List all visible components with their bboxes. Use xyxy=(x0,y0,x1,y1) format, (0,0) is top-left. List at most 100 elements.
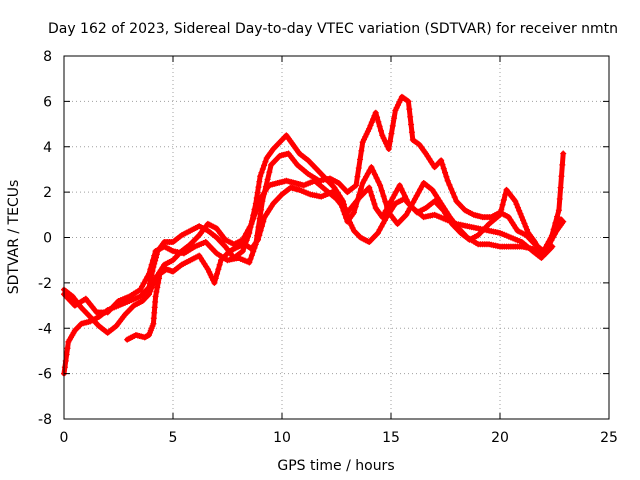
data-point-marker xyxy=(140,296,147,303)
data-point-marker xyxy=(560,150,567,157)
data-point-marker xyxy=(432,162,439,169)
data-point-marker xyxy=(256,178,263,185)
data-point-marker xyxy=(150,315,157,322)
y-tick-label: 2 xyxy=(43,185,52,201)
data-point-marker xyxy=(364,170,371,177)
data-point-marker xyxy=(394,102,401,109)
data-point-marker xyxy=(246,224,253,231)
data-point-marker xyxy=(255,184,262,191)
data-point-marker xyxy=(500,196,507,203)
data-point-marker xyxy=(257,173,264,180)
data-point-marker xyxy=(360,136,367,143)
series-track-c xyxy=(61,93,565,316)
data-point-marker xyxy=(436,158,443,165)
data-point-marker xyxy=(514,204,521,211)
data-point-marker xyxy=(77,322,84,329)
data-point-marker xyxy=(204,266,211,273)
data-point-marker xyxy=(382,198,389,205)
data-point-marker xyxy=(353,182,360,189)
data-point-marker xyxy=(364,128,371,135)
data-point-marker xyxy=(239,236,246,243)
data-point-marker xyxy=(438,157,445,164)
x-tick-label: 10 xyxy=(273,430,291,446)
data-point-marker xyxy=(377,127,384,134)
data-point-marker xyxy=(244,227,251,234)
data-point-marker xyxy=(147,288,154,295)
data-point-marker xyxy=(239,248,246,255)
data-point-marker xyxy=(404,97,411,104)
data-point-marker xyxy=(380,135,387,142)
data-point-marker xyxy=(337,200,344,207)
data-point-marker xyxy=(246,259,253,266)
data-point-marker xyxy=(410,199,417,206)
y-tick-label: -2 xyxy=(38,276,52,292)
data-point-marker xyxy=(547,235,554,242)
data-point-marker xyxy=(348,222,355,229)
data-point-marker xyxy=(212,275,219,282)
data-point-marker xyxy=(139,298,146,305)
data-point-marker xyxy=(352,203,359,210)
data-point-marker xyxy=(73,326,80,333)
data-point-marker xyxy=(149,281,156,288)
data-point-marker xyxy=(448,185,455,192)
data-point-marker xyxy=(258,223,265,230)
data-point-marker xyxy=(214,270,221,277)
data-point-marker xyxy=(558,173,565,180)
data-point-marker xyxy=(64,345,71,352)
data-point-marker xyxy=(517,210,524,217)
data-point-marker xyxy=(512,198,519,205)
data-point-marker xyxy=(259,165,266,172)
data-point-marker xyxy=(516,207,523,214)
data-point-marker xyxy=(368,164,375,171)
data-point-marker xyxy=(417,186,424,193)
data-point-marker xyxy=(152,298,159,305)
series-layer xyxy=(61,93,567,377)
data-point-marker xyxy=(384,204,391,211)
data-point-marker xyxy=(378,187,385,194)
data-point-marker xyxy=(383,140,390,147)
data-point-marker xyxy=(552,225,559,232)
data-point-marker xyxy=(520,217,527,224)
data-point-marker xyxy=(146,291,153,298)
data-point-marker xyxy=(254,189,261,196)
data-point-marker xyxy=(408,129,415,136)
data-point-marker xyxy=(385,146,392,153)
data-point-marker xyxy=(451,194,458,201)
data-point-marker xyxy=(405,208,412,215)
y-tick-label: -4 xyxy=(38,321,52,337)
data-point-marker xyxy=(356,233,363,240)
data-point-marker xyxy=(207,271,214,278)
data-point-marker xyxy=(142,277,149,284)
data-point-marker xyxy=(144,273,151,280)
data-point-marker xyxy=(406,106,413,113)
chart-title: Day 162 of 2023, Sidereal Day-to-day VTE… xyxy=(48,21,618,37)
data-point-marker xyxy=(359,180,366,187)
data-point-marker xyxy=(264,176,271,183)
data-point-marker xyxy=(375,118,382,125)
data-point-marker xyxy=(61,364,68,371)
data-point-marker xyxy=(215,266,222,273)
data-point-marker xyxy=(413,192,420,199)
data-point-marker xyxy=(545,238,552,245)
data-point-marker xyxy=(367,122,374,129)
data-point-marker xyxy=(434,161,441,168)
data-point-marker xyxy=(391,115,398,122)
data-point-marker xyxy=(387,138,394,145)
data-point-marker xyxy=(211,279,218,286)
data-point-marker xyxy=(367,188,374,195)
series-track-d xyxy=(124,164,556,343)
series-line xyxy=(61,178,566,336)
data-point-marker xyxy=(554,222,561,229)
data-point-marker xyxy=(143,293,150,300)
x-tick-label: 20 xyxy=(491,430,509,446)
ticks: 0 5 10 15 20 25 -8 -6 -4 -2 0 2 4 6 8 xyxy=(38,49,618,446)
data-point-marker xyxy=(142,295,149,302)
data-point-marker xyxy=(370,196,377,203)
data-point-marker xyxy=(370,116,377,123)
data-point-marker xyxy=(374,114,381,121)
data-point-marker xyxy=(247,255,254,262)
data-point-marker xyxy=(151,304,158,311)
series-track-b xyxy=(61,177,567,336)
data-point-marker xyxy=(380,193,387,200)
